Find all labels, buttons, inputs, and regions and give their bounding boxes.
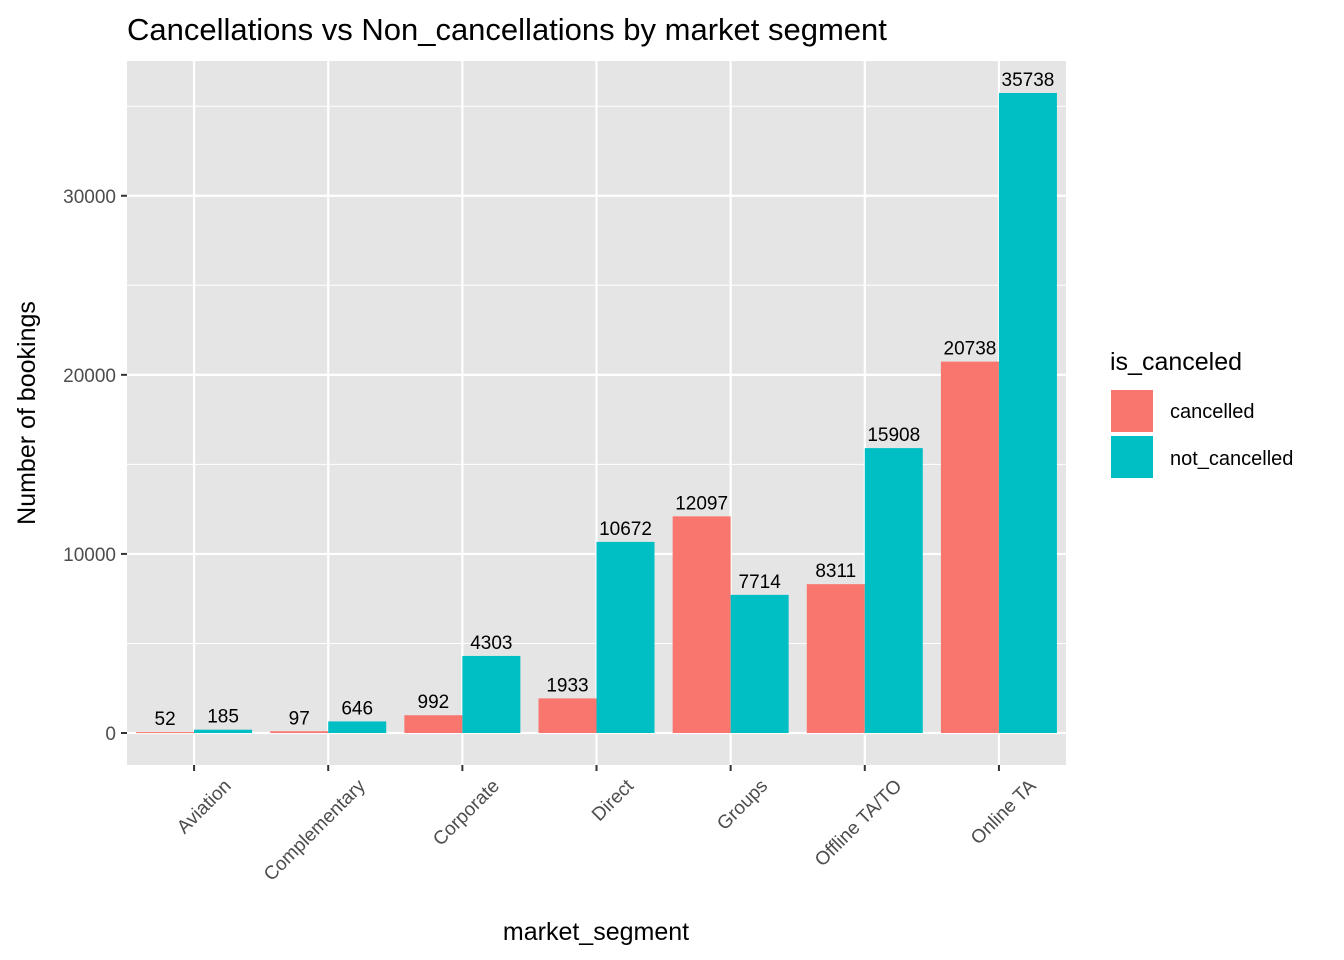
bar-not-cancelled <box>998 93 1057 733</box>
bar-value-label: 35738 <box>1002 70 1055 91</box>
bar-value-label: 1933 <box>546 675 588 696</box>
bar-cancelled <box>538 698 597 733</box>
legend-title: is_canceled <box>1110 348 1242 376</box>
bar-value-label: 10672 <box>599 519 652 540</box>
bar-cancelled <box>136 732 195 734</box>
bar-value-label: 12097 <box>675 493 728 514</box>
bar-value-label: 97 <box>289 708 310 729</box>
x-tick-label: Direct <box>588 775 638 825</box>
bar-value-label: 52 <box>155 709 176 730</box>
y-tick-label: 30000 <box>63 187 116 208</box>
bar-cancelled <box>940 361 999 733</box>
x-tick-label: Online TA <box>967 775 1041 849</box>
legend: is_canceled cancelled not_cancelled <box>1109 348 1293 480</box>
bar-cancelled <box>404 715 463 733</box>
bar-not-cancelled <box>730 594 789 733</box>
y-axis-title: Number of bookings <box>13 301 41 525</box>
bars <box>136 93 1057 734</box>
bar-not-cancelled <box>596 541 655 733</box>
x-tick-label: Groups <box>713 776 772 835</box>
y-tick-label: 0 <box>105 724 116 745</box>
y-tick-label: 10000 <box>63 545 116 566</box>
x-axis: Aviation Complementary Corporate Direct Grou… <box>173 765 1041 885</box>
bar-cancelled <box>672 516 731 733</box>
x-tick-label: Offline TA/TO <box>811 776 906 871</box>
legend-swatch-not-cancelled <box>1111 436 1153 478</box>
x-tick-label: Aviation <box>173 776 235 838</box>
bar-value-label: 20738 <box>944 339 997 360</box>
bar-value-label: 4303 <box>470 633 512 654</box>
y-axis: 0 10000 20000 30000 <box>63 187 127 745</box>
bar-cancelled <box>806 584 865 733</box>
bar-value-label: 185 <box>207 707 239 728</box>
bar-labels: 52 97 992 1933 12097 8311 20738 185 646 4303 10672… <box>155 70 1055 730</box>
y-tick-label: 20000 <box>63 366 116 387</box>
bar-value-label: 992 <box>418 692 450 713</box>
bar-value-label: 7714 <box>739 572 782 593</box>
legend-swatch-cancelled <box>1111 390 1153 432</box>
bar-value-label: 8311 <box>815 561 856 582</box>
bar-not-cancelled <box>462 655 521 733</box>
chart-title: Cancellations vs Non_cancellations by ma… <box>127 12 887 47</box>
x-axis-title: market_segment <box>503 918 689 946</box>
bar-not-cancelled <box>328 721 387 733</box>
bar-value-label: 15908 <box>867 425 920 446</box>
x-tick-label: Corporate <box>429 776 504 851</box>
legend-label-not-cancelled: not_cancelled <box>1170 448 1293 470</box>
legend-label-cancelled: cancelled <box>1170 401 1255 423</box>
bar-not-cancelled <box>864 448 923 733</box>
bar-cancelled <box>270 731 329 733</box>
x-tick-label: Complementary <box>260 775 370 885</box>
bar-value-label: 646 <box>341 698 373 719</box>
bar-not-cancelled <box>194 729 253 733</box>
